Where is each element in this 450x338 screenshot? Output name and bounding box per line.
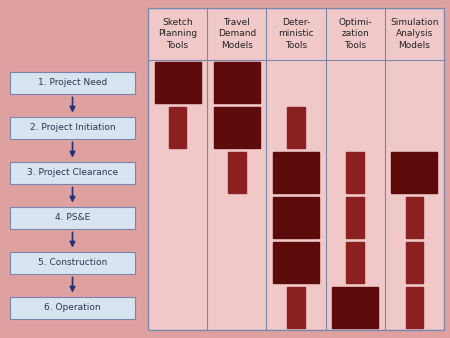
Text: 6. Operation: 6. Operation [44, 303, 101, 312]
FancyBboxPatch shape [10, 207, 135, 228]
Bar [405, 197, 423, 238]
Bar [154, 62, 201, 103]
FancyBboxPatch shape [10, 251, 135, 273]
Text: Optimi-
zation
Tools: Optimi- zation Tools [338, 18, 372, 50]
Text: Deter-
ministic
Tools: Deter- ministic Tools [278, 18, 314, 50]
Text: 4. PS&E: 4. PS&E [55, 213, 90, 222]
Text: Simulation
Analysis
Models: Simulation Analysis Models [390, 18, 439, 50]
Text: 5. Construction: 5. Construction [38, 258, 107, 267]
Bar [346, 242, 364, 283]
Bar [346, 152, 364, 193]
Bar [273, 242, 319, 283]
Bar [273, 152, 319, 193]
Text: 3. Project Clearance: 3. Project Clearance [27, 168, 118, 177]
Text: Travel
Demand
Models: Travel Demand Models [218, 18, 256, 50]
Bar [214, 107, 260, 148]
Bar [148, 8, 444, 330]
Bar [405, 242, 423, 283]
Bar [169, 107, 186, 148]
FancyBboxPatch shape [10, 72, 135, 94]
Bar [273, 197, 319, 238]
Bar [148, 8, 444, 330]
Bar [405, 287, 423, 328]
FancyBboxPatch shape [10, 117, 135, 139]
Bar [346, 197, 364, 238]
Text: 2. Project Initiation: 2. Project Initiation [30, 123, 115, 132]
Bar [228, 152, 246, 193]
Text: Sketch
Planning
Tools: Sketch Planning Tools [158, 18, 197, 50]
Bar [214, 62, 260, 103]
Bar [287, 287, 305, 328]
FancyBboxPatch shape [10, 162, 135, 184]
Bar [332, 287, 378, 328]
Text: 1. Project Need: 1. Project Need [38, 78, 107, 87]
Bar [287, 107, 305, 148]
Bar [392, 152, 437, 193]
FancyBboxPatch shape [10, 296, 135, 318]
